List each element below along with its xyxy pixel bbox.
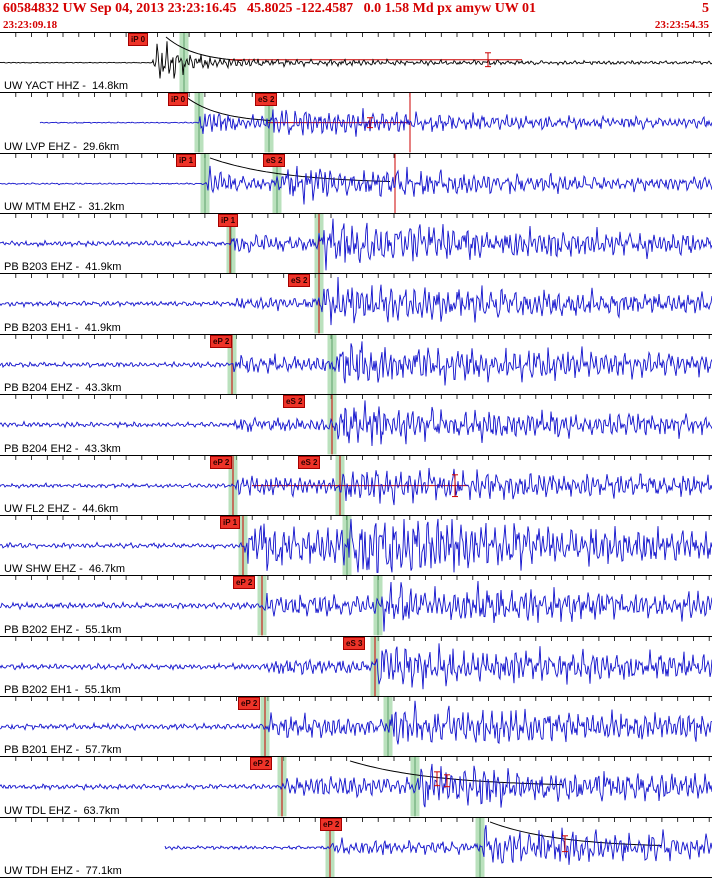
trace-panel[interactable]: iP 1 eS 2 UW MTM EHZ - 31.2km xyxy=(0,152,712,214)
time-ticks xyxy=(15,576,710,581)
page-indicator: 5 xyxy=(702,1,709,16)
trace-panel[interactable]: iP 1 PB B203 EHZ - 41.9km xyxy=(0,213,712,274)
trace-panel[interactable]: iP 0 UW YACT HHZ - 14.8km xyxy=(0,32,712,93)
trace-canvas xyxy=(0,214,712,274)
time-ticks xyxy=(15,636,710,641)
trace-panel[interactable]: eP 2 UW TDL EHZ - 63.7km xyxy=(0,756,712,817)
trace-panel[interactable]: eS 2 PB B204 EH2 - 43.3km xyxy=(0,394,712,455)
trace-waveform[interactable] xyxy=(0,467,712,505)
phase-pick-label[interactable]: iP 1 xyxy=(220,515,241,529)
trace-canvas xyxy=(0,153,712,214)
time-ticks xyxy=(15,817,710,822)
trace-canvas xyxy=(0,515,712,576)
trace-canvas xyxy=(0,636,712,696)
time-window-bar: 23:23:09.18 23:23:54.35 xyxy=(0,19,712,32)
trace-waveform[interactable] xyxy=(0,341,712,386)
trace-panel[interactable]: eP 2 eS 2 UW FL2 EHZ - 44.6km xyxy=(0,454,712,515)
phase-pick-label[interactable]: iP 1 xyxy=(176,153,197,167)
time-ticks xyxy=(15,153,710,158)
phase-pick-label[interactable]: iP 1 xyxy=(218,214,239,228)
trace-waveform[interactable] xyxy=(164,824,712,865)
phase-pick-label[interactable]: eS 2 xyxy=(263,153,286,167)
trace-waveform[interactable] xyxy=(0,165,712,205)
coda-end-marker[interactable] xyxy=(367,117,373,129)
coda-end-marker[interactable] xyxy=(434,771,440,787)
time-ticks xyxy=(15,214,710,219)
trace-waveform[interactable] xyxy=(0,518,712,573)
coda-envelope-curve xyxy=(165,36,243,62)
trace-canvas xyxy=(15,93,712,153)
trace-canvas xyxy=(0,395,712,455)
coda-end-marker[interactable] xyxy=(444,774,450,788)
phase-pick-label[interactable]: eP 2 xyxy=(320,817,343,831)
trace-panel[interactable]: eP 2 UW TDH EHZ - 77.1km xyxy=(0,816,712,878)
phase-pick-label[interactable]: eP 2 xyxy=(210,455,233,469)
time-ticks xyxy=(15,93,710,98)
time-ticks xyxy=(15,395,710,400)
trace-canvas xyxy=(0,576,712,636)
window-end-time: 23:23:54.35 xyxy=(654,19,709,31)
trace-waveform[interactable] xyxy=(0,764,712,808)
event-title: 60584832 UW Sep 04, 2013 23:23:16.45 45.… xyxy=(3,1,537,16)
trace-panel[interactable]: eP 2 PB B204 EHZ - 43.3km xyxy=(0,333,712,395)
time-ticks xyxy=(15,696,710,701)
trace-waveform[interactable] xyxy=(0,400,712,447)
trace-canvas xyxy=(0,33,712,93)
trace-panel[interactable]: iP 0 eS 2 UW LVP EHZ - 29.6km xyxy=(0,92,712,153)
coda-envelope-curve xyxy=(349,760,563,786)
trace-waveform[interactable] xyxy=(0,218,712,271)
time-ticks xyxy=(15,757,710,762)
time-ticks xyxy=(15,33,710,37)
trace-canvas xyxy=(0,696,712,757)
trace-canvas xyxy=(0,334,712,395)
trace-waveform[interactable] xyxy=(0,581,712,632)
coda-end-marker[interactable] xyxy=(562,834,568,852)
trace-waveform[interactable] xyxy=(0,41,712,79)
trace-canvas xyxy=(15,817,712,878)
time-ticks xyxy=(15,515,710,520)
phase-pick-label[interactable]: eS 3 xyxy=(343,636,366,650)
event-header: 60584832 UW Sep 04, 2013 23:23:16.45 45.… xyxy=(0,0,712,19)
phase-pick-label[interactable]: eS 2 xyxy=(255,93,278,107)
phase-pick-label[interactable]: eS 2 xyxy=(298,455,321,469)
trace-panel[interactable]: eS 3 PB B202 EH1 - 55.1km xyxy=(0,635,712,696)
time-ticks xyxy=(15,455,710,460)
trace-waveform[interactable] xyxy=(0,700,712,745)
time-ticks xyxy=(15,334,710,339)
trace-canvas xyxy=(0,757,712,817)
phase-pick-label[interactable]: iP 0 xyxy=(128,33,149,46)
phase-pick-label[interactable]: eP 2 xyxy=(233,576,256,590)
phase-pick-label[interactable]: eP 2 xyxy=(250,757,273,771)
phase-pick-label[interactable]: eP 2 xyxy=(210,334,233,348)
trace-panel-stack: iP 0 UW YACT HHZ - 14.8km iP 0 eS 2 UW LVP E… xyxy=(0,32,712,878)
phase-pick-label[interactable]: iP 0 xyxy=(168,93,189,107)
trace-panel[interactable]: iP 1 UW SHW EHZ - 46.7km xyxy=(0,514,712,576)
trace-waveform[interactable] xyxy=(39,108,712,138)
trace-panel[interactable]: eP 2 PB B201 EHZ - 57.7km xyxy=(0,695,712,757)
phase-pick-label[interactable]: eP 2 xyxy=(238,696,261,710)
time-ticks xyxy=(15,274,710,279)
trace-waveform[interactable] xyxy=(0,277,712,326)
phase-pick-label[interactable]: eS 2 xyxy=(283,395,306,409)
phase-pick-label[interactable]: eS 2 xyxy=(288,274,311,288)
coda-envelope-curve xyxy=(209,157,391,182)
trace-waveform[interactable] xyxy=(0,642,712,689)
trace-panel[interactable]: eP 2 PB B202 EHZ - 55.1km xyxy=(0,575,712,636)
coda-end-marker[interactable] xyxy=(452,473,458,497)
coda-end-marker[interactable] xyxy=(485,52,491,68)
trace-canvas xyxy=(0,455,712,515)
window-start-time: 23:23:09.18 xyxy=(3,19,58,31)
trace-panel[interactable]: eS 2 PB B203 EH1 - 41.9km xyxy=(0,273,712,334)
trace-canvas xyxy=(0,274,712,334)
